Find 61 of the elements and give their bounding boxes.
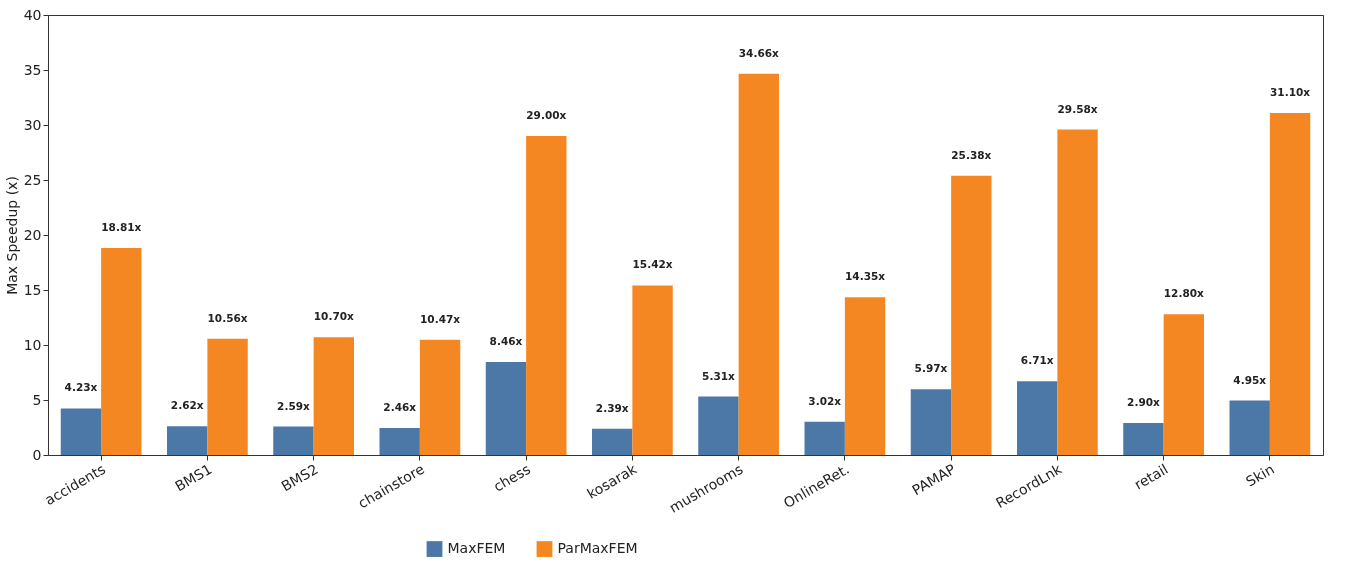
data-label: 2.39x bbox=[595, 401, 629, 414]
data-label: 10.56x bbox=[207, 311, 248, 324]
y-tick-label: 35 bbox=[23, 61, 42, 78]
data-label: 4.95x bbox=[1233, 373, 1267, 386]
data-label: 18.81x bbox=[101, 221, 142, 234]
data-label: 2.46x bbox=[383, 400, 417, 413]
bar bbox=[419, 339, 461, 455]
data-label: 10.70x bbox=[313, 310, 355, 323]
bar bbox=[592, 428, 633, 455]
data-label: 14.35x bbox=[845, 270, 886, 283]
data-label: 4.23x bbox=[64, 381, 98, 394]
bar bbox=[1269, 112, 1311, 455]
x-tick-label: Skin bbox=[1243, 460, 1277, 490]
data-label: 6.71x bbox=[1020, 354, 1054, 367]
bar bbox=[526, 136, 567, 455]
bar bbox=[910, 389, 952, 455]
data-label: 3.02x bbox=[808, 394, 842, 407]
data-label: 31.10x bbox=[1270, 85, 1311, 98]
y-tick-label: 20 bbox=[23, 226, 42, 243]
bar bbox=[379, 427, 420, 455]
data-label: 10.47x bbox=[420, 312, 461, 325]
data-label: 2.90x bbox=[1127, 396, 1160, 409]
bar bbox=[738, 73, 779, 455]
bar bbox=[313, 337, 354, 455]
bar bbox=[1057, 129, 1098, 455]
data-label: 2.59x bbox=[277, 399, 310, 412]
y-tick-label: 0 bbox=[32, 446, 42, 463]
bar bbox=[804, 421, 845, 455]
y-tick-label: 40 bbox=[23, 6, 42, 23]
bar bbox=[951, 175, 992, 455]
bar bbox=[1229, 400, 1270, 455]
data-label: 34.66x bbox=[738, 46, 780, 59]
legend-label: MaxFEM bbox=[447, 540, 506, 557]
y-tick-label: 10 bbox=[23, 336, 42, 353]
data-label: 2.62x bbox=[170, 399, 204, 412]
data-label: 5.97x bbox=[914, 362, 948, 375]
legend-label: ParMaxFEM bbox=[557, 540, 638, 557]
bar bbox=[101, 248, 142, 455]
bar bbox=[60, 408, 102, 455]
data-label: 29.58x bbox=[1057, 102, 1098, 115]
data-label: 12.80x bbox=[1163, 287, 1205, 300]
y-tick-label: 5 bbox=[32, 391, 42, 408]
bar bbox=[207, 338, 248, 455]
bar bbox=[632, 285, 673, 455]
bar bbox=[167, 426, 208, 455]
bar bbox=[844, 297, 886, 455]
bar bbox=[1017, 381, 1058, 455]
data-label: 8.46x bbox=[489, 334, 523, 347]
bar bbox=[1163, 314, 1204, 455]
bar bbox=[698, 396, 739, 455]
bar bbox=[273, 426, 314, 455]
bar bbox=[1123, 423, 1164, 455]
bar bbox=[485, 361, 527, 455]
data-label: 25.38x bbox=[951, 148, 992, 161]
data-label: 5.31x bbox=[702, 369, 735, 382]
y-tick-label: 25 bbox=[23, 171, 42, 188]
y-axis-title: Max Speedup (x) bbox=[3, 176, 20, 295]
data-label: 29.00x bbox=[526, 109, 567, 121]
y-tick-label: 15 bbox=[23, 281, 42, 298]
data-label: 15.42x bbox=[632, 258, 673, 271]
y-tick-label: 30 bbox=[23, 116, 42, 133]
